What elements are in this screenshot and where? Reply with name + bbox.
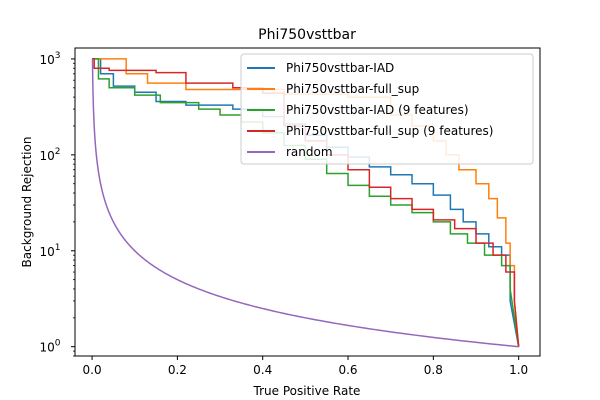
legend-label: Phi750vsttbar-IAD xyxy=(286,61,394,75)
legend: Phi750vsttbar-IAD Phi750vsttbar-full_sup P… xyxy=(240,53,534,165)
y-tick-label: 100 xyxy=(39,339,60,355)
legend-box xyxy=(240,53,534,165)
plot-frame xyxy=(74,47,541,357)
x-tick-label: 0.0 xyxy=(83,363,102,377)
y-tick-label: 102 xyxy=(39,147,60,163)
x-tick-label: 0.4 xyxy=(253,363,272,377)
legend-label: Phi750vsttbar-full_sup (9 features) xyxy=(286,124,494,138)
y-axis-ticks: 100 101 102 103 xyxy=(39,51,75,357)
x-tick-label: 0.6 xyxy=(338,363,357,377)
legend-label: Phi750vsttbar-IAD (9 features) xyxy=(286,103,469,117)
x-axis-ticks: 0.0 0.2 0.4 0.6 0.8 1.0 xyxy=(83,356,528,377)
y-axis-label: Background Rejection xyxy=(20,137,34,268)
y-tick-label: 103 xyxy=(39,51,60,67)
series-lines xyxy=(91,58,520,348)
series-line-2 xyxy=(92,58,520,347)
y-tick-label: 101 xyxy=(39,243,60,259)
legend-label: Phi750vsttbar-full_sup xyxy=(286,82,419,96)
x-axis-label: True Positive Rate xyxy=(253,384,361,398)
legend-label: random xyxy=(286,145,333,159)
series-line-4 xyxy=(91,58,519,348)
x-tick-label: 0.8 xyxy=(424,363,443,377)
x-tick-label: 0.2 xyxy=(168,363,187,377)
x-tick-label: 1.0 xyxy=(509,363,528,377)
chart-title: Phi750vsttbar xyxy=(258,27,356,43)
